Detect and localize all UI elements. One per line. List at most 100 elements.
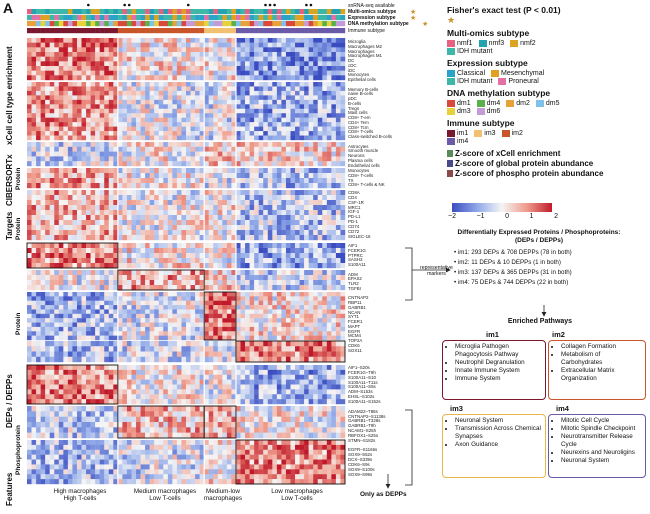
z-line-text: Z-score of phospho protein abundance [455, 168, 604, 178]
legend-item: Proneural [498, 77, 539, 85]
row-label: CDK6–S9s [348, 462, 370, 467]
panel-letter: A [3, 0, 14, 16]
pathway-box-im2: Collagen Formation Metabolism of Carbohy… [548, 340, 646, 400]
legend-item: Classical [447, 69, 485, 77]
row-label: AIF1–S20s [348, 365, 370, 370]
legend-label: dm3 [457, 107, 471, 115]
legend-label: dm4 [486, 99, 501, 107]
legend-label: Proneural [508, 77, 539, 85]
row-label: SOX9–S100s [348, 466, 375, 472]
highlight-box [26, 364, 119, 405]
legend-swatch-icon [447, 129, 455, 137]
row-label: CD74 [348, 223, 360, 229]
pathway-item: Neurotransmitter Release Cycle [561, 433, 641, 449]
row-label: SASH3 [348, 257, 363, 263]
legend-label: dm5 [545, 99, 560, 107]
highlight-box [117, 269, 205, 291]
pathway-item: Transmission Across Chemical Synapses [455, 425, 541, 441]
row-label: Memory B-cells [348, 86, 379, 92]
highlight-box [235, 439, 346, 485]
row-label: RBP11 [348, 300, 362, 305]
highlight-box [203, 291, 237, 341]
legend-item: nmf1 [447, 39, 473, 47]
pathway-item: Metabolism of Carbohydrates [561, 351, 641, 367]
highlight-box [235, 340, 346, 363]
row-label: ADM [348, 271, 358, 277]
pathway-title-im1: im1 [486, 330, 499, 339]
row-label: EGFR–S1166s [348, 447, 378, 453]
legend-item: dm4 [476, 99, 501, 107]
legend-swatch-icon [476, 107, 485, 115]
column-group-1: High macrophages High T-cells [53, 488, 107, 502]
row-label: Mast cells [348, 110, 368, 116]
legend-swatch-icon [474, 129, 483, 137]
row-label: CD8+ T-cells [348, 129, 374, 135]
multiomics-legend: nmf1 nmf3 nmf2 IDH mutant [447, 39, 557, 55]
legend-label: dm2 [516, 99, 530, 107]
legend-label: dm6 [486, 107, 501, 115]
row-label: CD8+ T-cells [348, 172, 374, 178]
highlight-box [203, 405, 237, 439]
row-label: CD8+ Tcm [348, 124, 369, 130]
row-label: Monocytes [348, 168, 370, 173]
row-label: CD8A [348, 190, 360, 195]
row-label: Tregs [348, 105, 360, 111]
legend-item: IDH mutant [447, 77, 492, 85]
legend-label: IDH mutant [457, 47, 493, 55]
row-label: TLR2 [348, 281, 359, 286]
legend-label: Mesenchymal [501, 69, 545, 77]
row-label: Microglia [348, 39, 366, 44]
star-icon: ★ [410, 9, 417, 16]
row-label: EPAS2 [348, 276, 362, 282]
colorbar-ticks: −2 −1 0 1 2 [448, 213, 558, 220]
pathway-title-im2: im2 [552, 330, 565, 339]
row-label: EHSL–S102s [348, 394, 375, 400]
ann-label-snrna: snRNA-seq available [348, 3, 395, 9]
legend-item: nmf2 [510, 39, 536, 47]
row-label: S100A11–S5s [348, 384, 376, 390]
pathway-box-im3: Neuronal System Transmission Across Chem… [442, 414, 546, 478]
immune-title: Immune subtype [447, 118, 515, 128]
column-group-4: Low macrophages Low T-cells [271, 488, 323, 502]
row-label: GABRB1–T328s [348, 418, 381, 424]
row-label: CD4+ Tem [348, 119, 369, 125]
legend-item: nmf3 [478, 39, 504, 47]
row-label: RBFOX1–S25s [348, 432, 379, 438]
row-label: IGF-1 [348, 209, 360, 215]
legend-swatch-icon [447, 137, 455, 145]
row-label: GABRB1 [348, 304, 366, 310]
colorbar-tick: −1 [476, 213, 485, 220]
row-label: CDK6 [348, 342, 360, 348]
row-label: STMN–S182s [348, 437, 376, 443]
pathway-item: Microglia Pathogen Phagocytosis Pathway [455, 343, 541, 359]
row-label: SOX9–S52s [348, 452, 373, 458]
heatmap-figure [26, 3, 346, 485]
fisher-title: Fisher's exact test (P < 0.01) [447, 5, 647, 15]
row-label: Neurons [348, 153, 365, 158]
column-group-3: Medium-low macrophages [203, 488, 243, 502]
row-label: NCAM1–S25h [348, 428, 377, 434]
row-label: Astrocytes [348, 143, 369, 149]
row-label: S100A11 [348, 262, 366, 267]
legend-swatch-icon [535, 99, 544, 107]
star-icon: ★ [422, 21, 429, 28]
row-label: MRC1 [348, 204, 361, 210]
row-label: PD-1 [348, 219, 359, 225]
expression-title: Expression subtype [447, 58, 528, 68]
dep-line-im1: • im1: 293 DEPs & 708 DEPPs (78 in both) [454, 249, 572, 256]
legend-item: dm1 [447, 99, 471, 107]
pathways-title: Enriched Pathways [507, 318, 573, 325]
row-label: SOX11 [348, 347, 362, 353]
row-label: ADM–S153s [348, 389, 373, 395]
row-label: MCM4 [348, 333, 361, 339]
legend-label: im3 [484, 129, 496, 137]
legend-label: dm1 [457, 99, 471, 107]
dep-title: Differentially Expressed Proteins / Phos… [457, 229, 621, 244]
legend-label: im4 [457, 137, 469, 145]
pathway-box-im4: Mitotic Cell Cycle Mitotic Spindle Check… [548, 414, 646, 478]
row-label: Plasma cells [348, 157, 373, 163]
row-label: Macrophages M2 [348, 43, 382, 49]
legend-swatch-icon [447, 47, 455, 55]
legend-swatch-icon [506, 99, 515, 107]
